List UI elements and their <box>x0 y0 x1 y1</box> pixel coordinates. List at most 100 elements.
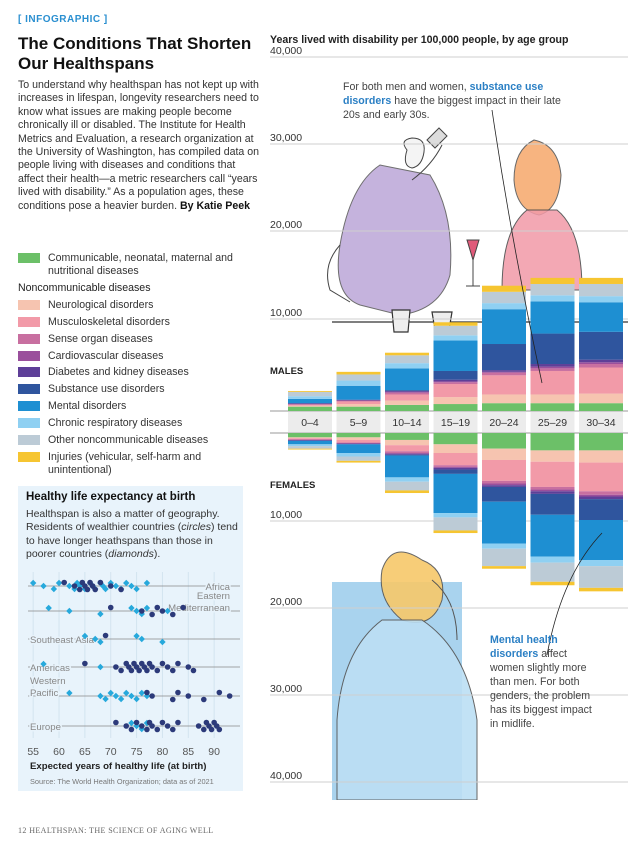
bar-segment-female <box>530 556 575 563</box>
bar-segment-female <box>579 494 623 497</box>
hle-region-label: Eastern <box>197 591 230 602</box>
bar-segment-female <box>336 444 381 454</box>
hle-diamond <box>143 604 151 612</box>
hle-circle <box>82 660 88 667</box>
bar-segment-male <box>433 384 478 398</box>
bar-segment-male <box>385 368 429 391</box>
hle-text-part: Healthspan is also a matter of geography… <box>26 508 220 534</box>
legend-item-other-ncd: Other noncommunicable diseases <box>18 434 258 447</box>
hle-region-label-halo: Southeast Asia <box>30 635 95 646</box>
hle-scatter-plot: 55 60 65 70 75 80 85 90AfricaAfricaEasternEaste… <box>27 572 240 758</box>
legend-item-musculoskeletal: Musculoskeletal disorders <box>18 316 258 329</box>
hle-diamond <box>112 692 120 700</box>
bar-segment-male <box>385 363 429 369</box>
hle-circle <box>102 632 109 639</box>
hle-diamond <box>128 582 135 590</box>
hle-text-part: ). <box>153 548 161 561</box>
hle-circle <box>190 667 197 674</box>
hle-diamond <box>97 638 104 646</box>
hle-diamond <box>128 719 135 727</box>
hle-circle <box>144 726 150 733</box>
legend: Communicable, neonatal, maternal and nut… <box>18 252 258 481</box>
hle-circle <box>76 586 83 593</box>
bar-segment-male <box>288 406 332 411</box>
bar-segment-male <box>433 322 478 326</box>
hle-circle <box>175 719 181 726</box>
legend-item-communicable: Communicable, neonatal, maternal and nut… <box>18 252 258 278</box>
callout-text: For both men and women, <box>343 81 470 93</box>
category-label-bg <box>336 412 381 432</box>
bar-segment-female <box>579 520 623 561</box>
hle-region-label: Southeast Asia <box>30 635 95 646</box>
legend-label: Neurological disorders <box>48 298 154 311</box>
bar-segment-male <box>530 366 575 369</box>
bar-segment-male <box>336 400 381 402</box>
kicker-label: [ INFOGRAPHIC ] <box>18 14 108 25</box>
legend-item-mental: Mental disorders <box>18 400 258 413</box>
category-label: 25–29 <box>538 417 567 429</box>
bar-segment-male <box>336 404 381 407</box>
bar-segment-male <box>336 401 381 405</box>
bar-segment-female <box>336 433 381 438</box>
bar-segment-male <box>579 403 623 411</box>
category-label-bg <box>385 412 429 432</box>
bar-segment-female <box>579 566 623 588</box>
hle-circle <box>201 696 207 703</box>
bar-segment-female <box>482 566 526 569</box>
hle-circle <box>113 664 119 670</box>
bar-segment-female <box>385 477 429 482</box>
hle-circle <box>185 664 192 670</box>
callout-text: have the biggest impact in their late 20… <box>343 95 561 121</box>
hle-circle <box>169 696 176 703</box>
bar-segment-female <box>288 437 332 439</box>
bar-segment-male <box>288 396 332 399</box>
bar-segment-male <box>433 340 478 371</box>
legend-label: Cardiovascular diseases <box>48 349 164 362</box>
bar-segment-male <box>385 390 429 391</box>
legend-swatch <box>18 316 40 327</box>
bar-segment-male <box>433 404 478 411</box>
bar-segment-male <box>579 362 623 365</box>
tick-label: 40,000 <box>270 45 302 57</box>
bar-segment-male <box>482 394 526 404</box>
hle-circle <box>97 579 104 586</box>
page-footer: 12 HEALTHSPAN: THE SCIENCE OF AGING WELL <box>18 826 214 835</box>
hle-circle <box>180 604 186 611</box>
hle-diamond <box>66 689 73 697</box>
hle-circle <box>208 726 215 733</box>
hle-panel-title: Healthy life expectancy at birth <box>26 491 196 503</box>
hle-diamond <box>117 695 125 703</box>
hle-diamond <box>97 663 104 671</box>
bar-segment-male <box>530 364 575 367</box>
legend-swatch <box>18 333 40 344</box>
hle-diamond <box>128 692 135 700</box>
bar-segment-male <box>336 385 381 400</box>
hle-circle <box>149 611 155 618</box>
hle-diamond <box>92 635 99 643</box>
bar-segment-female <box>530 486 575 490</box>
bar-segment-female <box>530 562 575 582</box>
legend-label: Musculoskeletal disorders <box>48 315 170 328</box>
bar-segment-male <box>482 371 526 373</box>
hle-text-circles: circles <box>181 521 212 534</box>
bar-segment-female <box>433 467 478 470</box>
hle-circle <box>226 693 233 699</box>
hle-circle <box>175 660 181 667</box>
bar-segment-female <box>482 486 526 502</box>
hle-diamond <box>128 604 135 612</box>
bar-segment-female <box>288 440 332 445</box>
hle-circle <box>133 719 140 726</box>
hle-circle <box>149 693 155 699</box>
hle-circle <box>169 667 176 674</box>
bar-segment-male <box>530 394 575 404</box>
bar-segment-male <box>385 394 429 401</box>
bar-segment-male <box>385 392 429 395</box>
legend-label: Injuries (vehicular, self-harm and unint… <box>48 450 202 476</box>
bar-segment-male <box>433 381 478 383</box>
bar-segment-female <box>579 462 623 492</box>
legend-label: Diabetes and kidney diseases <box>48 366 189 379</box>
intro-text: To understand why healthspan has not kep… <box>18 79 260 212</box>
bar-segment-male <box>530 368 575 371</box>
intro-paragraph: To understand why healthspan has not kep… <box>18 79 261 213</box>
bar-segment-male <box>336 371 381 375</box>
